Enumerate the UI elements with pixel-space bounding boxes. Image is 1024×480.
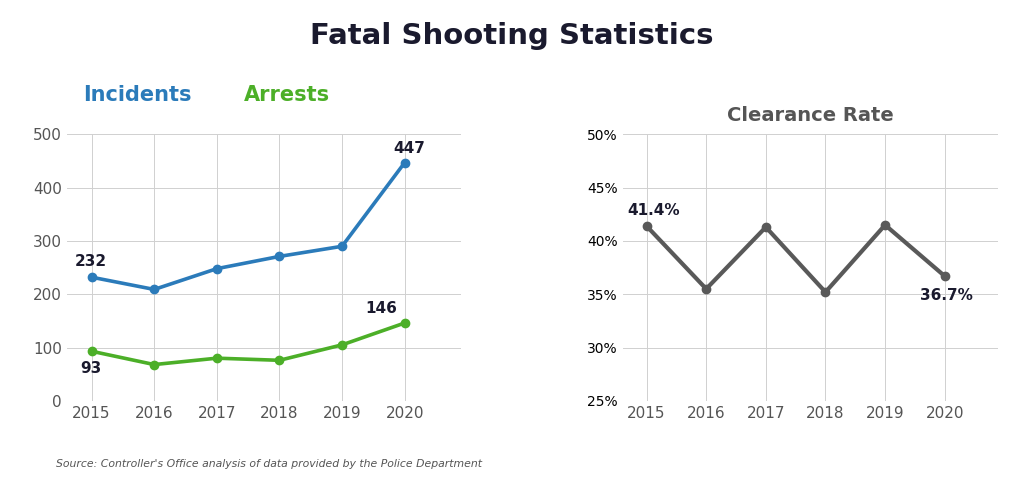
Text: Arrests: Arrests (245, 85, 331, 105)
Text: 447: 447 (393, 141, 425, 156)
Text: 146: 146 (366, 301, 397, 316)
Text: 93: 93 (81, 361, 101, 376)
Title: Clearance Rate: Clearance Rate (727, 106, 894, 124)
Text: Incidents: Incidents (83, 85, 191, 105)
Text: 232: 232 (75, 254, 108, 269)
Text: 41.4%: 41.4% (627, 203, 680, 218)
Text: 36.7%: 36.7% (920, 288, 973, 303)
Text: Fatal Shooting Statistics: Fatal Shooting Statistics (310, 22, 714, 49)
Text: Source: Controller's Office analysis of data provided by the Police Department: Source: Controller's Office analysis of … (56, 459, 482, 469)
